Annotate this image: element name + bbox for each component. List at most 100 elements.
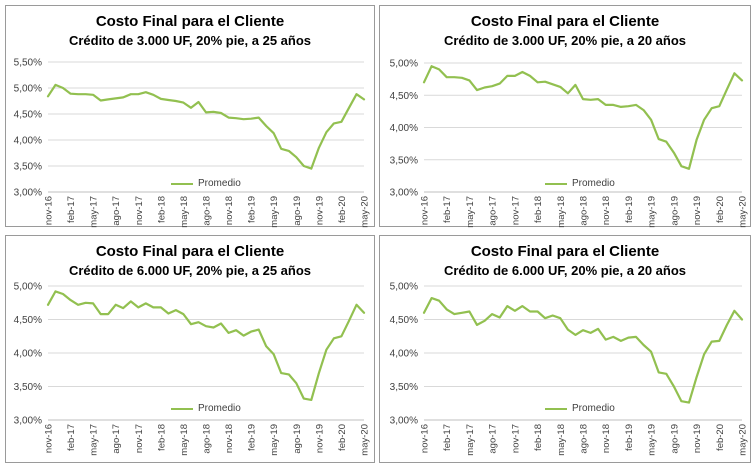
x-tick-label: ago-18: [579, 196, 590, 226]
y-tick-label: 5,00%: [390, 282, 418, 293]
chart-legend: Promedio: [545, 178, 615, 189]
x-tick-label: nov-19: [692, 424, 703, 453]
y-tick-label: 5,00%: [14, 84, 42, 95]
series-line-promedio: [46, 290, 366, 401]
x-tick-label: nov-16: [44, 424, 55, 453]
legend-swatch: [171, 182, 193, 185]
legend-label: Promedio: [198, 403, 241, 414]
y-tick-label: 5,00%: [390, 59, 418, 70]
y-tick-label: 3,50%: [14, 162, 42, 173]
x-tick-label: may-20: [738, 424, 749, 456]
x-tick-label: ago-17: [488, 424, 499, 454]
series-line-promedio: [422, 296, 744, 404]
chart-subtitle: Crédito de 6.000 UF, 20% pie, a 20 años: [443, 263, 687, 278]
chart-panel-2: Costo Final para el Cliente Crédito de 3…: [379, 5, 751, 228]
x-tick-label: ago-19: [669, 424, 680, 454]
y-tick-label: 4,50%: [390, 91, 418, 102]
x-tick-label: feb-17: [66, 424, 77, 451]
line-chart: 3,00% 3,50% 4,00% 4,50% 5,00% nov-16 feb-17 may…: [14, 282, 371, 456]
y-tick-label: 3,00%: [390, 188, 418, 199]
y-tick-label: 3,50%: [390, 155, 418, 166]
x-tick-label: ago-19: [292, 196, 303, 226]
x-tick-label: may-18: [179, 424, 190, 456]
chart-subtitle: Crédito de 6.000 UF, 20% pie, a 25 años: [68, 263, 312, 278]
x-tick-label: nov-19: [692, 196, 703, 225]
legend-label: Promedio: [572, 403, 615, 414]
x-tick-label: nov-17: [134, 196, 145, 225]
x-tick-label: nov-19: [314, 196, 325, 225]
x-tick-label: feb-18: [533, 196, 544, 223]
chart-legend: Promedio: [171, 178, 241, 189]
chart-legend: Promedio: [545, 403, 615, 414]
y-tick-label: 4,00%: [14, 349, 42, 360]
line-chart: 3,00% 3,50% 4,00% 4,50% 5,00% 5,50% nov-16 feb-…: [14, 58, 371, 228]
x-tick-label: ago-19: [292, 424, 303, 454]
x-tick-label: feb-18: [156, 424, 167, 451]
x-tick-label: feb-20: [337, 196, 348, 223]
x-tick-label: ago-19: [669, 196, 680, 226]
chart-panel-4: Costo Final para el Cliente Crédito de 6…: [379, 235, 751, 463]
x-tick-label: ago-17: [488, 196, 499, 226]
y-tick-label: 3,50%: [14, 382, 42, 393]
chart-title: Costo Final para el Cliente: [470, 13, 660, 30]
x-tick-label: feb-17: [442, 424, 453, 451]
y-tick-label: 3,00%: [14, 416, 42, 427]
chart-title: Costo Final para el Cliente: [95, 243, 285, 260]
chart-title: Costo Final para el Cliente: [470, 243, 660, 260]
legend-swatch: [545, 182, 567, 185]
x-tick-label: may-17: [465, 424, 476, 456]
chart-panel-3: Costo Final para el Cliente Crédito de 6…: [5, 235, 375, 463]
y-tick-label: 3,00%: [390, 416, 418, 427]
y-tick-label: 3,00%: [14, 188, 42, 199]
y-tick-label: 4,00%: [390, 349, 418, 360]
x-tick-label: ago-17: [111, 424, 122, 454]
x-tick-label: may-17: [89, 424, 100, 456]
chart-title: Costo Final para el Cliente: [95, 13, 285, 30]
y-tick-label: 5,50%: [14, 58, 42, 69]
line-chart: 3,00% 3,50% 4,00% 4,50% 5,00% nov-16 feb-17 may…: [390, 59, 749, 228]
x-tick-label: nov-16: [44, 196, 55, 225]
chart-legend: Promedio: [171, 403, 241, 414]
x-tick-label: nov-16: [420, 196, 431, 225]
chart-panel-1: Costo Final para el Cliente Crédito de 3…: [5, 5, 375, 228]
x-tick-label: feb-17: [442, 196, 453, 223]
chart-subtitle: Crédito de 3.000 UF, 20% pie, a 20 años: [443, 33, 687, 48]
x-tick-label: may-20: [738, 196, 749, 228]
x-tick-label: nov-17: [510, 424, 521, 453]
x-tick-label: feb-19: [624, 196, 635, 223]
x-tick-label: may-20: [360, 196, 371, 228]
x-tick-label: nov-18: [601, 196, 612, 225]
legend-label: Promedio: [572, 178, 615, 189]
x-tick-label: nov-19: [314, 424, 325, 453]
y-tick-label: 4,00%: [390, 123, 418, 134]
x-tick-label: nov-18: [224, 424, 235, 453]
x-tick-label: feb-18: [533, 424, 544, 451]
x-tick-label: feb-19: [247, 196, 258, 223]
x-tick-label: feb-20: [337, 424, 348, 451]
x-tick-label: feb-17: [66, 196, 77, 223]
legend-label: Promedio: [198, 178, 241, 189]
x-tick-label: may-18: [556, 196, 567, 228]
y-tick-label: 3,50%: [390, 382, 418, 393]
chart-subtitle: Crédito de 3.000 UF, 20% pie, a 25 años: [68, 33, 312, 48]
x-tick-label: nov-18: [224, 196, 235, 225]
x-tick-label: may-17: [465, 196, 476, 228]
y-tick-label: 4,50%: [14, 315, 42, 326]
x-tick-label: may-19: [647, 424, 658, 456]
y-tick-label: 4,50%: [14, 110, 42, 121]
x-tick-label: may-19: [269, 424, 280, 456]
x-tick-label: ago-17: [111, 196, 122, 226]
series-line-promedio: [46, 83, 366, 170]
x-tick-label: feb-18: [156, 196, 167, 223]
x-tick-label: ago-18: [579, 424, 590, 454]
y-tick-label: 4,00%: [14, 136, 42, 147]
x-tick-label: feb-20: [715, 424, 726, 451]
x-tick-label: may-19: [269, 196, 280, 228]
x-tick-label: feb-19: [247, 424, 258, 451]
legend-swatch: [545, 407, 567, 410]
legend-swatch: [171, 407, 193, 410]
x-tick-label: nov-16: [420, 424, 431, 453]
x-tick-label: ago-18: [202, 424, 213, 454]
x-tick-label: ago-18: [202, 196, 213, 226]
y-tick-label: 4,50%: [390, 315, 418, 326]
